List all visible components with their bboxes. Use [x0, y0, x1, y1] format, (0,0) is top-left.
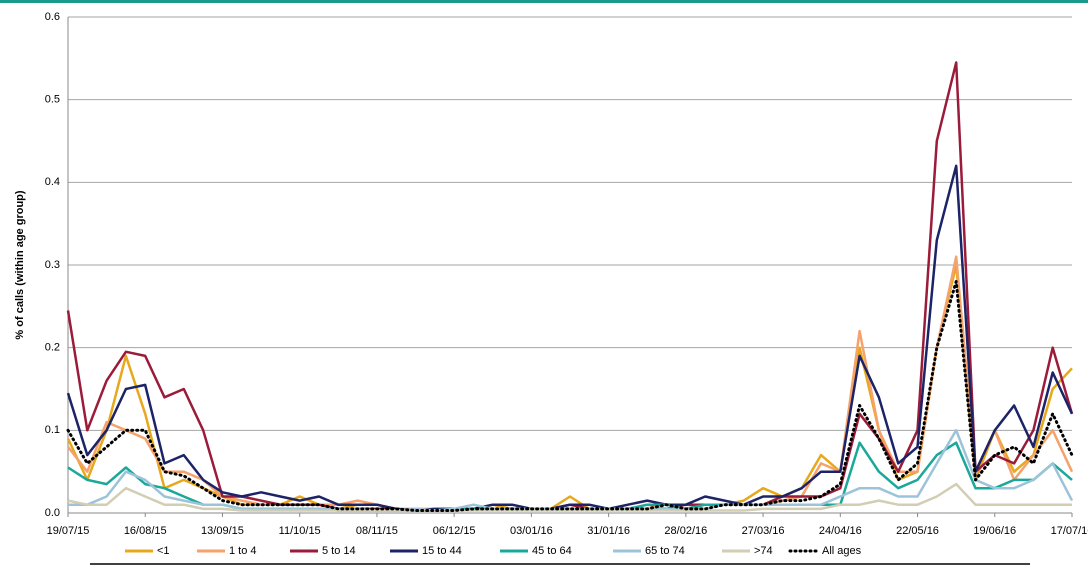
legend-label: >74 [754, 545, 773, 557]
x-tick-label: 11/10/15 [279, 525, 321, 537]
legend-label: <1 [157, 545, 170, 557]
x-tick-label: 24/04/16 [819, 525, 862, 537]
x-tick-label: 22/05/16 [896, 525, 939, 537]
x-tick-label: 19/07/15 [47, 525, 90, 537]
series-line [66, 263, 1073, 512]
legend-label: 45 to 64 [532, 545, 572, 557]
x-tick-label: 13/09/15 [201, 525, 244, 537]
x-tick-label: 08/11/15 [356, 525, 398, 537]
series-line [68, 429, 1074, 512]
top-border [0, 0, 1088, 3]
y-axis-label: % of calls (within age group) [14, 190, 26, 339]
series-line [67, 482, 1072, 512]
legend-label: 65 to 74 [645, 545, 685, 557]
x-tick-label: 17/07/16 [1051, 525, 1088, 537]
x-tick-label: 03/01/16 [510, 525, 553, 537]
legend-label: 5 to 14 [322, 545, 356, 557]
y-tick-label: 0.2 [45, 342, 60, 354]
y-tick-label: 0.1 [45, 424, 60, 436]
x-tick-label: 19/06/16 [973, 525, 1016, 537]
y-tick-label: 0.5 [45, 94, 60, 106]
x-tick-label: 06/12/15 [433, 525, 476, 537]
x-tick-label: 31/01/16 [587, 525, 630, 537]
y-tick-label: 0.3 [45, 259, 60, 271]
x-tick-label: 27/03/16 [742, 525, 785, 537]
y-tick-label: 0.4 [45, 176, 60, 188]
legend-label: 15 to 44 [422, 545, 462, 557]
y-tick-label: 0.0 [45, 507, 60, 519]
x-tick-label: 16/08/15 [124, 525, 167, 537]
legend-label: All ages [822, 545, 862, 557]
y-tick-label: 0.6 [45, 11, 60, 23]
series-line [66, 164, 1074, 512]
legend-label: 1 to 4 [229, 545, 257, 557]
x-tick-label: 28/02/16 [664, 525, 707, 537]
